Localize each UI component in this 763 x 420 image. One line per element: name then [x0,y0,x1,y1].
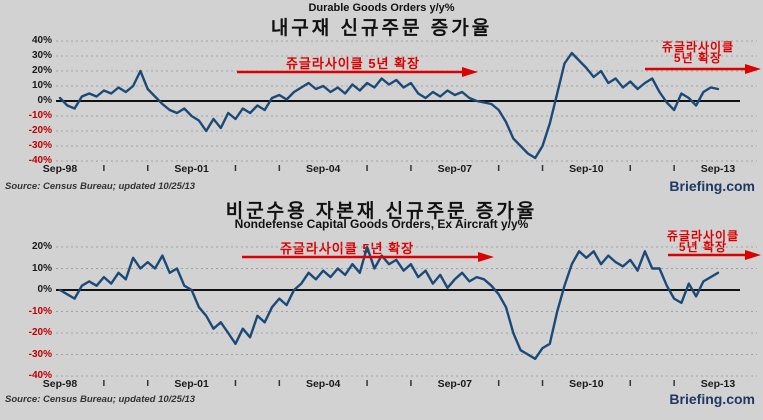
top-series-line [58,51,720,160]
top-juglar-annotation-mid: 쥬글라사이클 5년 확장 [285,56,421,71]
y-tick-label: 30% [31,50,52,61]
y-tick-label: 20% [31,65,52,76]
bottom-series-line [58,245,720,361]
y-tick-label: -30% [28,140,52,151]
y-tick-label: -10% [28,110,52,121]
x-tick-label: Sep-13 [700,163,736,175]
top-juglar-annotation-right: 쥬글라사이클 5년 확장 [633,40,763,65]
briefing-logo-bottom: Briefing.com [669,391,755,407]
top-juglar-annotation-right-line2: 5년 확장 [673,51,723,65]
y-tick-label: -10% [28,305,52,317]
x-tick-label: Sep-98 [42,378,78,390]
bottom-chart-plot [56,245,761,386]
source-note-bottom: Source: Census Bureau; updated 10/25/13 [5,394,196,405]
y-tick-label: 10% [31,262,52,274]
briefing-logo-top: Briefing.com [669,178,755,194]
bottom-chart-title-english: Nondefense Capital Goods Orders, Ex Airc… [234,217,529,231]
x-tick-label: Sep-98 [42,163,78,175]
y-tick-label: 40% [31,35,52,46]
bottom-chart-title-korean: 비군수용 자본재 신규주문 증가율 [225,201,538,222]
x-tick-label: Sep-07 [437,378,473,390]
x-tick-label: Sep-10 [569,378,604,390]
y-tick-label: -20% [28,125,52,136]
y-tick-label: -40% [28,155,52,166]
y-tick-label: -40% [28,370,52,381]
bottom-juglar-annotation-mid: 쥬글라사이클 5년 확장 [279,241,415,256]
bottom-juglar-annotation-right-line1: 쥬글라사이클 [666,229,740,243]
x-tick-label: Sep-01 [174,163,209,175]
y-tick-label: 10% [31,80,52,91]
x-tick-label: Sep-01 [174,378,209,390]
expansion-arrowhead-mid [478,252,494,262]
source-note-top: Source: Census Bureau; updated 10/25/13 [5,181,196,192]
x-tick-label: Sep-13 [700,378,736,390]
x-tick-label: Sep-04 [305,378,341,390]
y-tick-label: 0% [37,95,52,106]
x-tick-label: Sep-10 [569,163,604,175]
y-tick-label: 20% [31,241,52,252]
top-chart-title-english: Durable Goods Orders y/y% [308,2,455,14]
top-juglar-annotation-right-line1: 쥬글라사이클 [661,40,735,54]
x-tick-label: Sep-04 [305,163,341,175]
top-chart-title-korean: 내구재 신규주문 증가율 [270,18,493,39]
expansion-arrowhead-right [745,250,761,260]
top-chart-plot [56,40,761,171]
y-tick-label: 0% [37,284,52,295]
y-tick-label: -30% [28,348,52,360]
expansion-arrowhead-right [745,64,761,74]
expansion-arrowhead-mid [462,67,478,77]
y-tick-label: -20% [28,327,52,338]
x-tick-label: Sep-07 [437,163,473,175]
